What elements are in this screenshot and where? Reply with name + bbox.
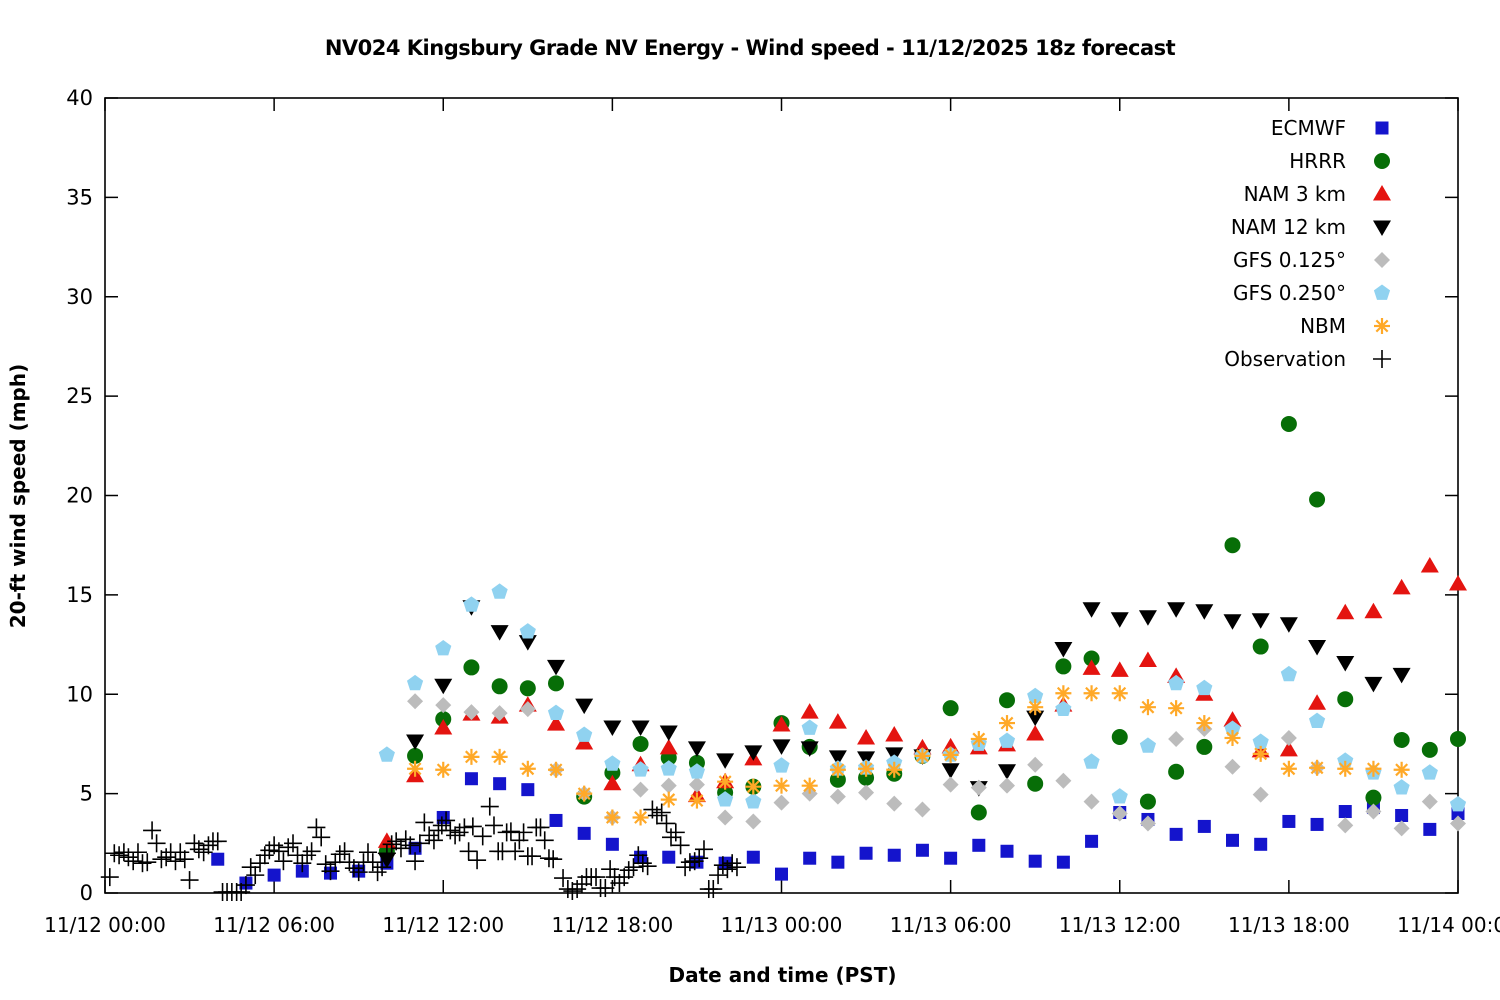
y-tick-label: 25: [66, 384, 93, 408]
series-nbm: [407, 685, 1410, 826]
y-tick-label: 10: [66, 682, 93, 706]
asterisk-legend-marker-icon: [1374, 318, 1390, 334]
legend-label: HRRR: [1289, 149, 1346, 173]
square-legend-marker-icon: [1375, 121, 1389, 135]
x-tick-label: 11/12 12:00: [382, 913, 504, 937]
y-tick-label: 30: [66, 285, 93, 309]
series-ecmwf: [211, 772, 1465, 890]
legend-label: GFS 0.250°: [1233, 281, 1346, 305]
x-tick-label: 11/12 18:00: [552, 913, 674, 937]
legend-label: NBM: [1300, 314, 1346, 338]
legend-label: GFS 0.125°: [1233, 248, 1346, 272]
diamond-legend-marker-icon: [1374, 252, 1390, 268]
chart-title: NV024 Kingsbury Grade NV Energy - Wind s…: [324, 36, 1176, 60]
series-gfs-0-250: [378, 583, 1467, 812]
y-tick-label: 35: [66, 185, 93, 209]
x-tick-label: 11/13 06:00: [890, 913, 1012, 937]
legend-label: NAM 12 km: [1231, 215, 1346, 239]
triangle-up-legend-marker-icon: [1373, 185, 1391, 201]
legend-item-nbm: NBM: [1300, 314, 1390, 338]
legend-item-nam-12-km: NAM 12 km: [1231, 215, 1391, 239]
pentagon-legend-marker-icon: [1373, 284, 1391, 300]
x-tick-label: 11/13 00:00: [721, 913, 843, 937]
x-tick-label: 11/13 12:00: [1059, 913, 1181, 937]
legend-label: ECMWF: [1271, 116, 1346, 140]
legend-label: Observation: [1224, 347, 1346, 371]
legend: ECMWF HRRR NAM 3 km NAM 12 km GFS 0.125° GFS …: [1224, 116, 1391, 371]
legend-item-gfs-0-250: GFS 0.250°: [1233, 281, 1391, 305]
x-tick-label: 11/12 00:00: [44, 913, 166, 937]
y-tick-label: 20: [66, 484, 93, 508]
x-tick-label: 11/14 00:00: [1397, 913, 1500, 937]
legend-item-ecmwf: ECMWF: [1271, 116, 1389, 140]
x-axis-label: Date and time (PST): [668, 963, 897, 987]
y-tick-label: 5: [80, 782, 93, 806]
y-tick-label: 0: [80, 881, 93, 905]
x-tick-label: 11/13 18:00: [1228, 913, 1350, 937]
plus-legend-marker-icon: [1373, 350, 1391, 368]
circle-legend-marker-icon: [1374, 153, 1390, 169]
legend-label: NAM 3 km: [1244, 182, 1346, 206]
x-tick-label: 11/12 06:00: [213, 913, 335, 937]
y-tick-label: 40: [66, 86, 93, 110]
legend-item-nam-3-km: NAM 3 km: [1244, 182, 1391, 206]
legend-item-observation: Observation: [1224, 347, 1391, 371]
axis-ticks: 11/12 00:00 11/12 06:00 11/12 12:00 11/12 1…: [44, 86, 1500, 937]
y-tick-label: 15: [66, 583, 93, 607]
series-hrrr: [378, 415, 1466, 860]
legend-item-gfs-0-125: GFS 0.125°: [1233, 248, 1390, 272]
series-observation: [100, 797, 746, 902]
legend-item-hrrr: HRRR: [1289, 149, 1390, 173]
triangle-down-legend-marker-icon: [1373, 220, 1391, 236]
series-gfs-0-125: [407, 693, 1466, 837]
